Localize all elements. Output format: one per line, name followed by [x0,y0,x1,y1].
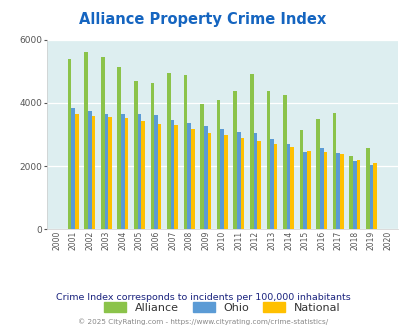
Bar [303,151,306,229]
Bar [203,126,207,229]
Bar [356,160,359,229]
Text: © 2025 CityRating.com - https://www.cityrating.com/crime-statistics/: © 2025 CityRating.com - https://www.city… [78,318,327,325]
Bar [171,120,174,229]
Bar [158,124,161,229]
Text: Alliance Property Crime Index: Alliance Property Crime Index [79,12,326,26]
Legend: Alliance, Ohio, National: Alliance, Ohio, National [99,298,344,317]
Bar [216,100,220,229]
Bar [167,73,171,229]
Bar [224,135,227,229]
Bar [200,104,203,229]
Bar [150,83,154,229]
Bar [75,114,79,229]
Bar [372,163,376,229]
Bar [282,95,286,229]
Bar [117,67,121,229]
Bar [315,119,319,229]
Bar [137,114,141,229]
Bar [369,165,372,229]
Bar [348,156,352,229]
Bar [68,59,71,229]
Bar [249,74,253,229]
Bar [108,117,111,229]
Bar [141,121,145,229]
Bar [269,139,273,229]
Bar [233,91,237,229]
Bar [124,118,128,229]
Bar [220,129,224,229]
Bar [187,123,190,229]
Bar [104,114,108,229]
Bar [88,112,92,229]
Bar [352,161,356,229]
Bar [100,57,104,229]
Bar [71,108,75,229]
Bar [92,116,95,229]
Bar [365,148,369,229]
Bar [339,154,343,229]
Bar [290,148,293,229]
Bar [154,115,158,229]
Bar [174,125,178,229]
Text: Crime Index corresponds to incidents per 100,000 inhabitants: Crime Index corresponds to incidents per… [55,293,350,302]
Bar [84,51,88,229]
Bar [134,81,137,229]
Bar [237,132,240,229]
Bar [253,133,257,229]
Bar [299,130,303,229]
Bar [273,144,277,229]
Bar [240,138,244,229]
Bar [266,91,269,229]
Bar [121,114,124,229]
Bar [207,133,211,229]
Bar [323,152,326,229]
Bar [257,141,260,229]
Bar [183,75,187,229]
Bar [332,113,336,229]
Bar [336,153,339,229]
Bar [306,150,310,229]
Bar [286,144,290,229]
Bar [319,148,323,229]
Bar [190,129,194,229]
